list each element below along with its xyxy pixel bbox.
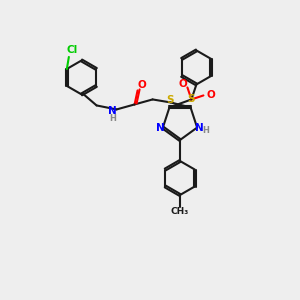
Text: H: H [203, 126, 210, 135]
Text: S: S [166, 95, 173, 105]
Text: N: N [195, 123, 203, 133]
Text: S: S [188, 94, 195, 104]
Text: O: O [137, 80, 146, 90]
Text: CH₃: CH₃ [171, 208, 189, 217]
Text: O: O [206, 90, 215, 100]
Text: O: O [178, 80, 187, 89]
Text: N: N [155, 123, 164, 133]
Text: Cl: Cl [66, 45, 77, 55]
Text: N: N [108, 106, 117, 116]
Text: H: H [109, 114, 116, 123]
